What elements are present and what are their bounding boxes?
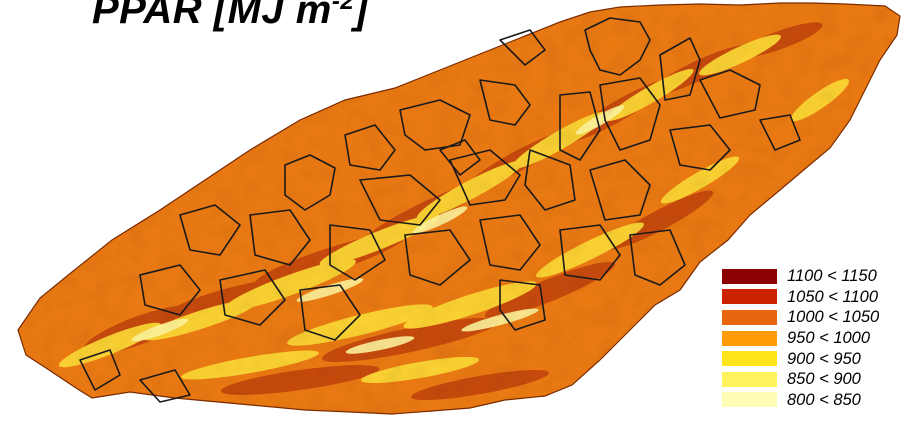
legend-item: 900 < 950 — [722, 348, 902, 369]
parcel-outlines — [79, 17, 801, 403]
legend-label: 1100 < 1150 — [787, 267, 877, 286]
legend-swatch — [722, 371, 777, 387]
legend-item: 1100 < 1150 — [722, 266, 902, 287]
legend-swatch — [722, 392, 777, 408]
legend-swatch — [722, 289, 777, 305]
legend-label: 800 < 850 — [787, 390, 861, 409]
legend-item: 1000 < 1050 — [722, 307, 902, 328]
legend-swatch — [722, 309, 777, 325]
legend-swatch — [722, 268, 777, 284]
legend-item: 800 < 850 — [722, 390, 902, 411]
map-title: PPAR [MJ m-2] — [92, 0, 368, 33]
map-title-close: ] — [354, 0, 369, 32]
legend-label: 900 < 950 — [787, 349, 861, 368]
legend: 1100 < 1150 1050 < 1100 1000 < 1050 950 < 1… — [722, 266, 902, 410]
legend-label: 950 < 1000 — [787, 329, 871, 348]
legend-item: 850 < 900 — [722, 369, 902, 390]
legend-label: 1000 < 1050 — [787, 308, 880, 327]
map-title-text: PPAR [MJ m — [92, 0, 332, 32]
legend-item: 950 < 1000 — [722, 328, 902, 349]
legend-label: 1050 < 1100 — [787, 287, 878, 306]
legend-swatch — [722, 330, 777, 346]
map-title-exponent: -2 — [331, 0, 355, 15]
legend-item: 1050 < 1100 — [722, 287, 902, 308]
legend-swatch — [722, 351, 777, 367]
legend-label: 850 < 900 — [787, 370, 861, 389]
